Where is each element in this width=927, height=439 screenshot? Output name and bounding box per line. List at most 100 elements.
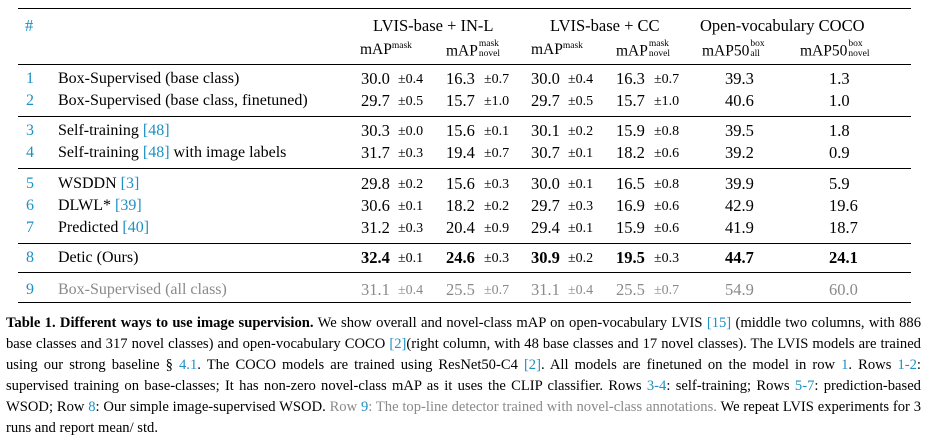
table-cell-std: ±0.1 (398, 251, 424, 266)
table-cell-std: ±0.3 (568, 199, 594, 214)
method-label: WSDDN [3] (58, 175, 140, 192)
row-number: 9 (26, 281, 34, 298)
row-link[interactable]: 1-2 (897, 357, 917, 373)
group-header-coco: Open-vocabulary COCO (700, 16, 865, 35)
citation-link[interactable]: [15] (706, 315, 732, 331)
table-cell-std: ±0.1 (568, 146, 594, 161)
group-header-lvis-inl: LVIS-base + IN-L (373, 16, 494, 35)
table-cell-value: 31.7 (361, 143, 390, 162)
table-cell-value: 24.1 (829, 248, 858, 267)
table-cell-value: 30.6 (361, 196, 390, 215)
table-cell-value: 39.9 (725, 174, 754, 193)
metric-header-lvis-cc-map: mAPmask (531, 41, 583, 59)
metric-header-lvis-cc-map-novel: mAP mask novel (616, 39, 670, 60)
row-number: 1 (26, 70, 34, 87)
table-cell-value: 24.6 (446, 248, 475, 267)
row-number: 7 (26, 219, 34, 236)
table-caption: Table 1. Different ways to use image sup… (6, 315, 922, 436)
table-cell-std: ±0.3 (654, 251, 680, 266)
top-rule (18, 8, 911, 9)
row-link[interactable]: 9 (360, 399, 369, 415)
table-cell-value: 0.9 (829, 143, 850, 162)
table-cell-value: 40.6 (725, 91, 754, 110)
metric-header-coco-map50-all: mAP50 box all (702, 39, 765, 60)
table-cell-value: 30.0 (531, 69, 560, 88)
citation-link[interactable]: [48] (142, 122, 170, 139)
table-cell-value: 19.6 (829, 196, 858, 215)
table-cell-value: 5.9 (829, 174, 850, 193)
table-cell-value: 29.7 (361, 91, 390, 110)
table-cell-std: ±0.5 (568, 94, 594, 109)
citation-link[interactable]: [39] (115, 197, 142, 214)
table-cell-value: 31.2 (361, 218, 390, 237)
header-rule (18, 64, 911, 65)
row-link[interactable]: 8 (88, 399, 96, 415)
citation-link[interactable]: [3] (120, 175, 140, 192)
table-cell-value: 16.3 (616, 69, 645, 88)
table-cell-value: 30.3 (361, 121, 390, 140)
citation-link[interactable]: [48] (142, 144, 170, 161)
table-cell-std: ±0.2 (484, 199, 510, 214)
table-cell-value: 31.1 (361, 280, 390, 299)
table-cell-std: ±1.0 (654, 94, 680, 109)
table-cell-value: 16.3 (446, 69, 475, 88)
table-cell-value: 29.7 (531, 196, 560, 215)
table-cell-value: 25.5 (446, 280, 475, 299)
table-cell-std: ±0.7 (484, 146, 510, 161)
table-cell-std: ±0.1 (568, 221, 594, 236)
table-cell-value: 30.0 (361, 69, 390, 88)
results-table: # LVIS-base + IN-L LVIS-base + CC Open-v… (18, 8, 911, 303)
table-cell-value: 15.9 (616, 218, 645, 237)
method-label: DLWL* [39] (58, 197, 142, 214)
table-cell-value: 54.9 (725, 280, 754, 299)
table-cell-std: ±0.1 (398, 199, 424, 214)
table-cell-value: 29.8 (361, 174, 390, 193)
table-cell-value: 1.3 (829, 69, 850, 88)
row-link[interactable]: 1 (841, 357, 849, 373)
group-rule-1 (18, 116, 911, 117)
table-cell-std: ±0.4 (398, 283, 424, 298)
metric-header-lvis-inl-map: mAPmask (360, 41, 412, 59)
table-cell-value: 30.7 (531, 143, 560, 162)
table-cell-value: 30.9 (531, 248, 560, 267)
table-cell-std: ±0.5 (398, 94, 424, 109)
table-cell-value: 42.9 (725, 196, 754, 215)
section-link[interactable]: 4.1 (179, 357, 198, 373)
table-cell-value: 16.9 (616, 196, 645, 215)
table-cell-value: 41.9 (725, 218, 754, 237)
table-cell-value: 39.2 (725, 143, 754, 162)
table-cell-value: 32.4 (361, 248, 390, 267)
citation-link[interactable]: [2] (389, 336, 407, 352)
metric-header-coco-map50-novel: mAP50 box novel (800, 39, 870, 60)
table-cell-value: 19.4 (446, 143, 475, 162)
table-cell-value: 39.5 (725, 121, 754, 140)
metric-header-lvis-inl-map-novel: mAP mask novel (446, 39, 500, 60)
table-cell-value: 18.2 (446, 196, 475, 215)
group-rule-3 (18, 243, 911, 244)
group-header-lvis-cc: LVIS-base + CC (550, 16, 660, 35)
table-cell-std: ±0.8 (654, 177, 680, 192)
group-rule-4 (18, 272, 911, 273)
row-number: 5 (26, 175, 34, 192)
row-link[interactable]: 3-4 (646, 378, 667, 394)
table-cell-value: 19.5 (616, 248, 645, 267)
table-cell-value: 39.3 (725, 69, 754, 88)
table-cell-value: 15.9 (616, 121, 645, 140)
method-label: Self-training [48] (58, 122, 170, 139)
citation-link[interactable]: [2] (523, 357, 541, 373)
table-cell-value: 16.5 (616, 174, 645, 193)
table-cell-value: 30.0 (531, 174, 560, 193)
row-number: 8 (26, 249, 34, 266)
table-cell-std: ±0.8 (654, 124, 680, 139)
table-cell-value: 29.7 (531, 91, 560, 110)
table-cell-std: ±0.3 (484, 251, 510, 266)
row-link[interactable]: 5-7 (794, 378, 815, 394)
table-cell-std: ±0.2 (568, 251, 594, 266)
table-cell-std: ±0.3 (484, 177, 510, 192)
table-cell-std: ±0.6 (654, 146, 680, 161)
row-number-header: # (25, 16, 34, 35)
table-cell-std: ±0.6 (654, 199, 680, 214)
table-cell-value: 20.4 (446, 218, 475, 237)
citation-link[interactable]: [40] (122, 219, 150, 236)
table-cell-value: 29.4 (531, 218, 560, 237)
